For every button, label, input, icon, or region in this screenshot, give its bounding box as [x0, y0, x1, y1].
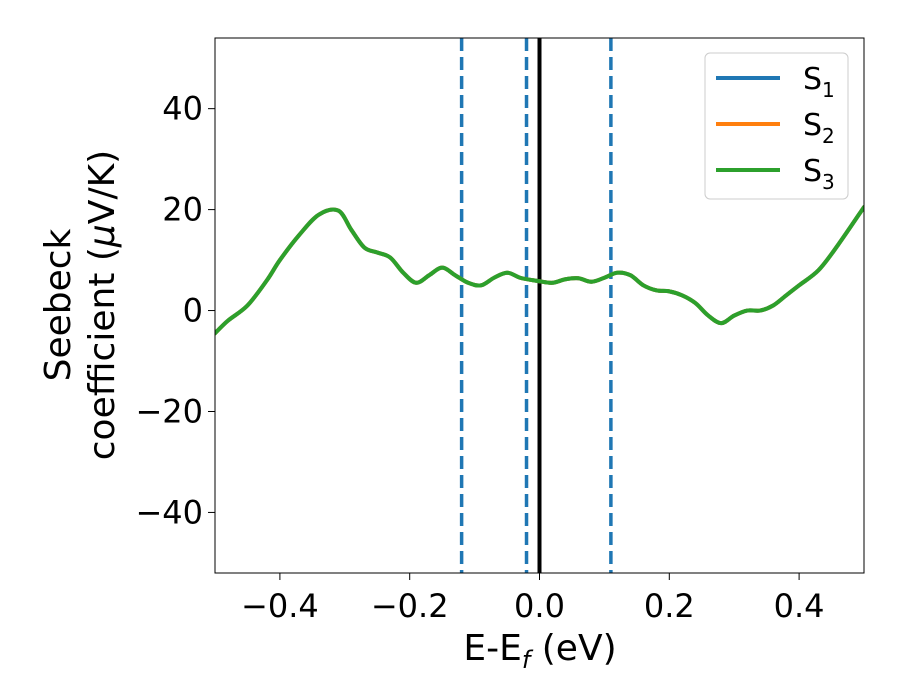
y-tick-label: 0: [183, 292, 203, 330]
x-axis-label: E-Ef (eV): [463, 628, 616, 674]
y-tick-label: −40: [135, 493, 203, 531]
y-tick-label: 20: [162, 191, 203, 229]
x-tick-label: −0.4: [241, 587, 319, 625]
legend-label-s3: S3: [803, 154, 835, 194]
y-axis-label-line2: coefficient (μV/K): [82, 150, 123, 460]
x-tick-label: 0.2: [644, 587, 695, 625]
legend: S1 S2 S3: [704, 52, 849, 200]
y-axis-label: Seebeck coefficient (μV/K): [38, 150, 123, 460]
legend-label-s1: S1: [803, 62, 835, 102]
x-tick-label: 0.4: [774, 587, 825, 625]
y-tick-label: 40: [162, 90, 203, 128]
x-tick-label: −0.2: [371, 587, 449, 625]
x-axis-label-unit: (eV): [530, 628, 616, 669]
y-tick-label: −20: [135, 392, 203, 430]
y-axis-label-line1: Seebeck: [38, 228, 79, 381]
x-tick-label: 0.0: [514, 587, 565, 625]
series-line-s3: [215, 205, 864, 336]
mu-symbol: μ: [82, 224, 123, 248]
legend-label-s2: S2: [803, 108, 835, 148]
x-axis-label-main: E-E: [463, 628, 521, 669]
